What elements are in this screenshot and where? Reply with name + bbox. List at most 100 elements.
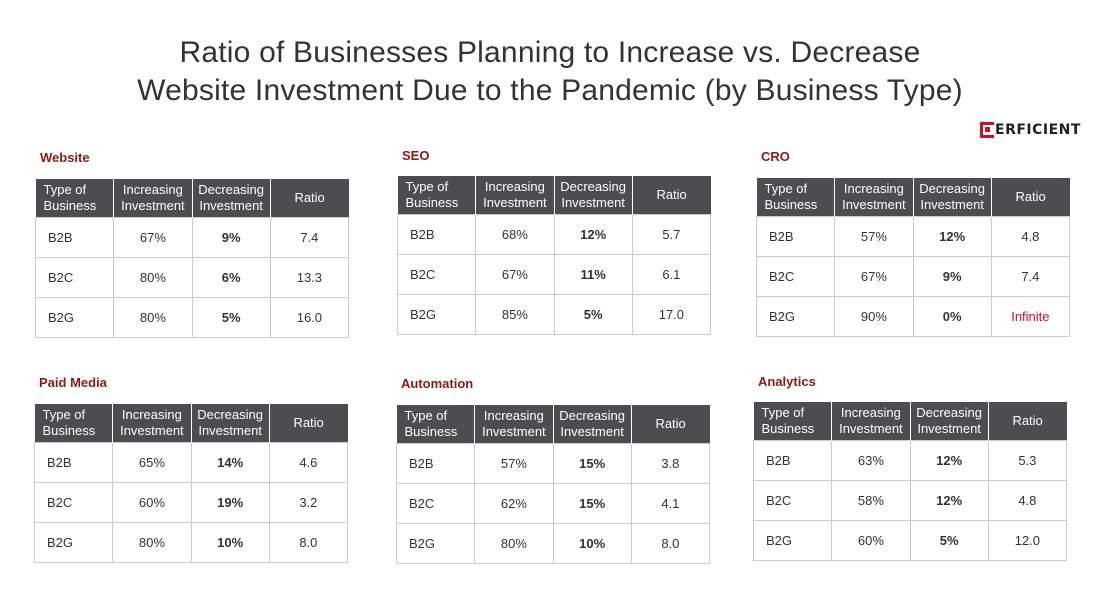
cell-increasing-investment: 62% — [474, 483, 554, 524]
cell-type-of-business: B2G — [752, 520, 833, 561]
cell-ratio: 5.7 — [631, 214, 712, 255]
panel-title: CRO — [761, 149, 790, 164]
cell-increasing-investment: 80% — [112, 522, 192, 563]
cell-increasing-investment: 80% — [113, 297, 193, 338]
cell-decreasing-investment: 9% — [191, 217, 271, 258]
column-header-type-of-business: Type of Business — [756, 178, 835, 217]
cell-decreasing-investment: 6% — [191, 257, 271, 298]
cell-type-of-business: B2G — [396, 294, 477, 335]
column-header-increasing-investment: Increasing Investment — [475, 176, 554, 215]
cell-type-of-business: B2G — [395, 523, 476, 564]
cell-type-of-business: B2B — [33, 442, 114, 483]
column-header-decreasing-investment: Decreasing Investment — [553, 176, 633, 215]
cell-type-of-business: B2C — [755, 256, 836, 297]
cell-ratio: 4.1 — [630, 483, 711, 524]
data-table: Type of Business Increasing Investment Decre… — [33, 404, 349, 563]
column-header-type-of-business: Type of Business — [34, 404, 113, 443]
table-row: B2B 67% 9% 7.4 — [34, 217, 350, 258]
table-row: B2B 57% 12% 4.8 — [755, 216, 1071, 257]
cell-ratio: 8.0 — [268, 522, 349, 563]
cell-type-of-business: B2C — [33, 482, 114, 523]
cell-increasing-investment: 58% — [831, 480, 911, 521]
column-header-ratio: Ratio — [987, 402, 1067, 441]
cell-ratio: 3.2 — [268, 482, 349, 523]
table-row: B2B 65% 14% 4.6 — [33, 442, 349, 483]
cell-ratio: 5.3 — [987, 440, 1068, 481]
cell-type-of-business: B2B — [396, 214, 477, 255]
chart-title-line-2: Website Investment Due to the Pandemic (… — [137, 74, 963, 107]
cell-decreasing-investment: 5% — [191, 297, 271, 338]
column-header-ratio: Ratio — [268, 404, 348, 443]
data-table: Type of Business Increasing Investment Decre… — [395, 405, 711, 564]
cell-decreasing-investment: 19% — [190, 482, 270, 523]
column-header-decreasing-investment: Decreasing Investment — [190, 404, 270, 443]
cell-increasing-investment: 60% — [112, 482, 192, 523]
column-header-ratio: Ratio — [631, 176, 711, 215]
cell-ratio: Infinite — [990, 296, 1071, 337]
cell-ratio: 6.1 — [631, 254, 712, 295]
table-header-row: Type of Business Increasing Investment Decre… — [397, 176, 711, 215]
cell-type-of-business: B2G — [755, 296, 836, 337]
data-table: Type of Business Increasing Investment Decre… — [396, 176, 712, 335]
column-header-type-of-business: Type of Business — [397, 176, 476, 215]
panel-title: Automation — [401, 376, 474, 391]
table-row: B2C 80% 6% 13.3 — [34, 257, 350, 298]
cell-ratio: 4.8 — [987, 480, 1068, 521]
cell-decreasing-investment: 5% — [909, 520, 989, 561]
cell-decreasing-investment: 0% — [912, 296, 992, 337]
cell-type-of-business: B2B — [755, 216, 836, 257]
table-row: B2C 62% 15% 4.1 — [395, 483, 711, 524]
cell-ratio: 17.0 — [631, 294, 712, 335]
table-row: B2G 80% 10% 8.0 — [395, 523, 711, 564]
cell-decreasing-investment: 15% — [552, 483, 632, 524]
cell-type-of-business: B2G — [34, 297, 115, 338]
cell-type-of-business: B2B — [395, 443, 476, 484]
table-row: B2B 63% 12% 5.3 — [752, 440, 1068, 481]
table-row: B2G 90% 0% Infinite — [755, 296, 1071, 337]
cell-decreasing-investment: 14% — [190, 442, 270, 483]
cell-type-of-business: B2C — [396, 254, 477, 295]
column-header-increasing-investment: Increasing Investment — [474, 405, 553, 444]
cell-decreasing-investment: 12% — [909, 480, 989, 521]
cell-type-of-business: B2G — [33, 522, 114, 563]
cell-ratio: 7.4 — [990, 256, 1071, 297]
cell-decreasing-investment: 10% — [552, 523, 632, 564]
cell-type-of-business: B2C — [395, 483, 476, 524]
cell-ratio: 4.8 — [990, 216, 1071, 257]
table-row: B2G 85% 5% 17.0 — [396, 294, 712, 335]
perficient-logo-mark-icon — [980, 122, 994, 138]
table-row: B2C 60% 19% 3.2 — [33, 482, 349, 523]
cell-decreasing-investment: 9% — [912, 256, 992, 297]
table-header-row: Type of Business Increasing Investment Decre… — [756, 178, 1070, 217]
column-header-type-of-business: Type of Business — [396, 405, 475, 444]
cell-ratio: 7.4 — [269, 217, 350, 258]
column-header-increasing-investment: Increasing Investment — [831, 402, 910, 441]
cell-ratio: 12.0 — [987, 520, 1068, 561]
column-header-type-of-business: Type of Business — [753, 402, 832, 441]
cell-decreasing-investment: 11% — [553, 254, 633, 295]
column-header-increasing-investment: Increasing Investment — [112, 404, 191, 443]
column-header-type-of-business: Type of Business — [35, 179, 114, 218]
table-row: B2C 58% 12% 4.8 — [752, 480, 1068, 521]
cell-increasing-investment: 65% — [112, 442, 192, 483]
cell-decreasing-investment: 15% — [552, 443, 632, 484]
cell-increasing-investment: 67% — [113, 217, 193, 258]
data-table: Type of Business Increasing Investment Decre… — [34, 179, 350, 338]
table-row: B2B 68% 12% 5.7 — [396, 214, 712, 255]
cell-ratio: 13.3 — [269, 257, 350, 298]
cell-increasing-investment: 57% — [834, 216, 914, 257]
table-header-row: Type of Business Increasing Investment Decre… — [753, 402, 1067, 441]
cell-increasing-investment: 63% — [831, 440, 911, 481]
chart-title-line-1: Ratio of Businesses Planning to Increase… — [179, 36, 921, 69]
cell-decreasing-investment: 12% — [909, 440, 989, 481]
chart-title: Ratio of Businesses Planning to Increase… — [0, 34, 1100, 110]
cell-type-of-business: B2B — [34, 217, 115, 258]
cell-ratio: 4.6 — [268, 442, 349, 483]
cell-ratio: 8.0 — [630, 523, 711, 564]
table-row: B2G 80% 5% 16.0 — [34, 297, 350, 338]
cell-increasing-investment: 80% — [474, 523, 554, 564]
cell-increasing-investment: 57% — [474, 443, 554, 484]
column-header-ratio: Ratio — [269, 179, 349, 218]
table-row: B2C 67% 11% 6.1 — [396, 254, 712, 295]
cell-increasing-investment: 67% — [475, 254, 555, 295]
